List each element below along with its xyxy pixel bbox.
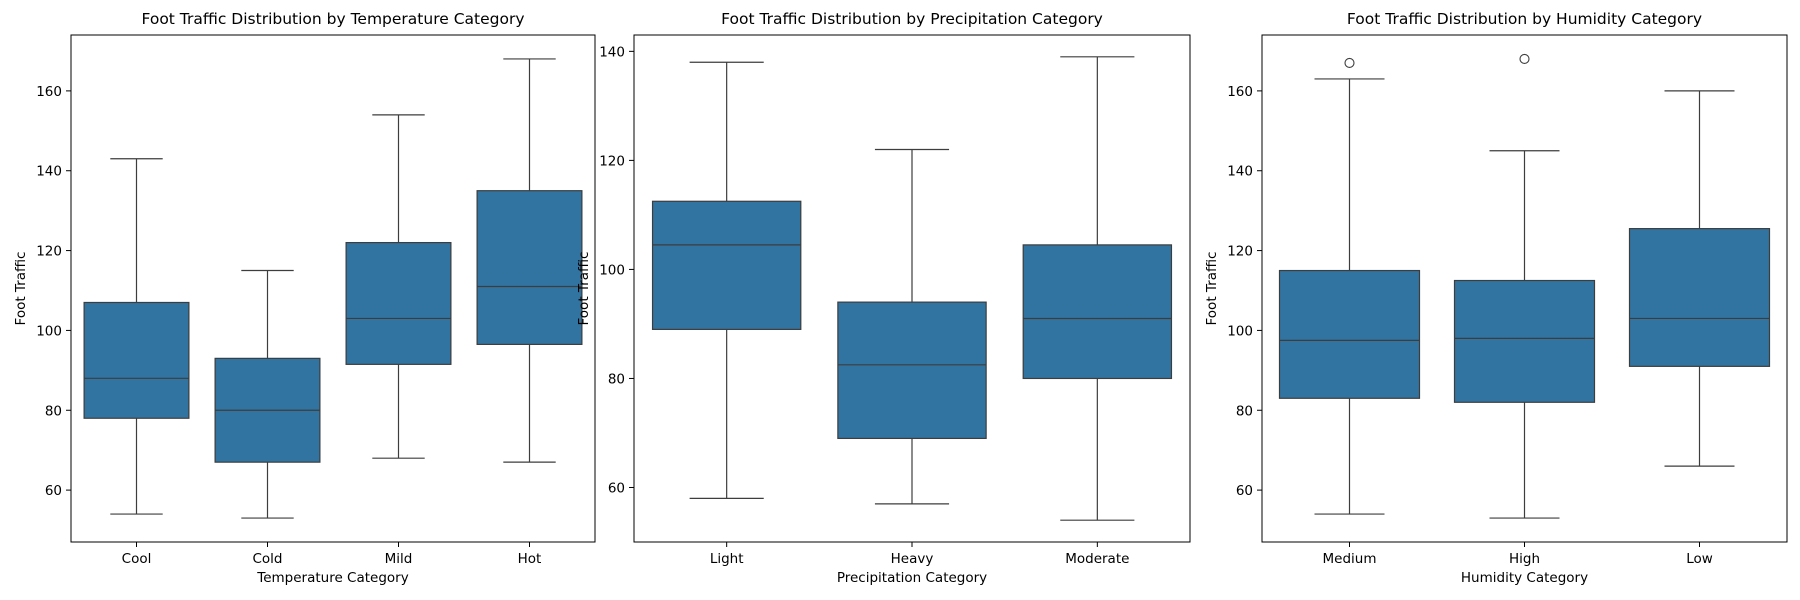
iqr-box: [837, 301, 987, 440]
x-tick-label: Medium: [1323, 551, 1377, 567]
chart-panel-3: Foot Traffic Distribution by Humidity Ca…: [1204, 10, 1788, 586]
iqr-box: [1628, 228, 1771, 367]
iqr-box: [476, 190, 583, 345]
x-tick-label: Moderate: [1065, 551, 1129, 567]
chart-panel-2: Foot Traffic Distribution by Precipitati…: [576, 10, 1191, 586]
y-tick-label: 80: [45, 403, 62, 419]
box-moderate: [1022, 56, 1173, 521]
x-axis-label: Humidity Category: [1461, 570, 1588, 586]
x-tick-label: Hot: [518, 551, 542, 567]
y-axis-label: Foot Traffic: [1204, 252, 1220, 326]
y-tick-label: 100: [599, 262, 625, 278]
iqr-box: [345, 241, 452, 365]
chart-title: Foot Traffic Distribution by Temperature…: [141, 10, 524, 28]
y-tick-label: 80: [1236, 403, 1253, 419]
y-tick-label: 100: [36, 323, 62, 339]
x-tick-label: Cold: [252, 551, 282, 567]
y-tick-label: 140: [36, 164, 62, 180]
axes-frame: [70, 34, 596, 543]
box-hot: [476, 58, 583, 463]
box-medium: [1278, 57, 1421, 515]
chart-title: Foot Traffic Distribution by Precipitati…: [721, 10, 1103, 28]
box-cold: [214, 269, 321, 519]
y-tick-label: 160: [1227, 84, 1253, 100]
box-light: [651, 61, 802, 499]
y-tick-label: 120: [599, 153, 625, 169]
iqr-box: [1022, 244, 1173, 380]
chart-panel-1: Foot Traffic Distribution by Temperature…: [13, 10, 596, 586]
x-tick-label: High: [1509, 551, 1540, 567]
box-high: [1453, 53, 1596, 519]
x-axis-label: Temperature Category: [256, 570, 408, 586]
box-low: [1628, 90, 1771, 467]
outlier-point: [1519, 53, 1530, 65]
y-tick-label: 60: [1236, 483, 1253, 499]
y-tick-label: 120: [36, 244, 62, 260]
chart-title: Foot Traffic Distribution by Humidity Ca…: [1347, 10, 1702, 28]
outlier-point: [1344, 57, 1355, 68]
y-tick-label: 140: [1227, 164, 1253, 180]
x-tick-label: Light: [710, 551, 744, 567]
box-mild: [345, 114, 452, 459]
y-tick-label: 60: [608, 480, 625, 496]
box-cool: [83, 158, 190, 515]
y-axis-label: Foot Traffic: [13, 252, 29, 326]
y-tick-label: 60: [45, 483, 62, 499]
x-tick-label: Heavy: [891, 551, 934, 567]
y-tick-label: 100: [1227, 323, 1253, 339]
y-tick-label: 120: [1227, 244, 1253, 260]
x-tick-label: Cool: [122, 551, 152, 567]
y-tick-label: 160: [36, 84, 62, 100]
y-tick-label: 140: [599, 44, 625, 60]
iqr-box: [651, 200, 802, 330]
x-tick-label: Low: [1686, 551, 1713, 567]
y-axis-label: Foot Traffic: [576, 252, 592, 326]
iqr-box: [1453, 279, 1596, 403]
x-axis-label: Precipitation Category: [837, 570, 987, 586]
x-tick-label: Mild: [385, 551, 413, 567]
iqr-box: [1278, 269, 1421, 399]
iqr-box: [83, 301, 190, 419]
y-tick-label: 80: [608, 371, 625, 387]
box-heavy: [837, 148, 987, 505]
